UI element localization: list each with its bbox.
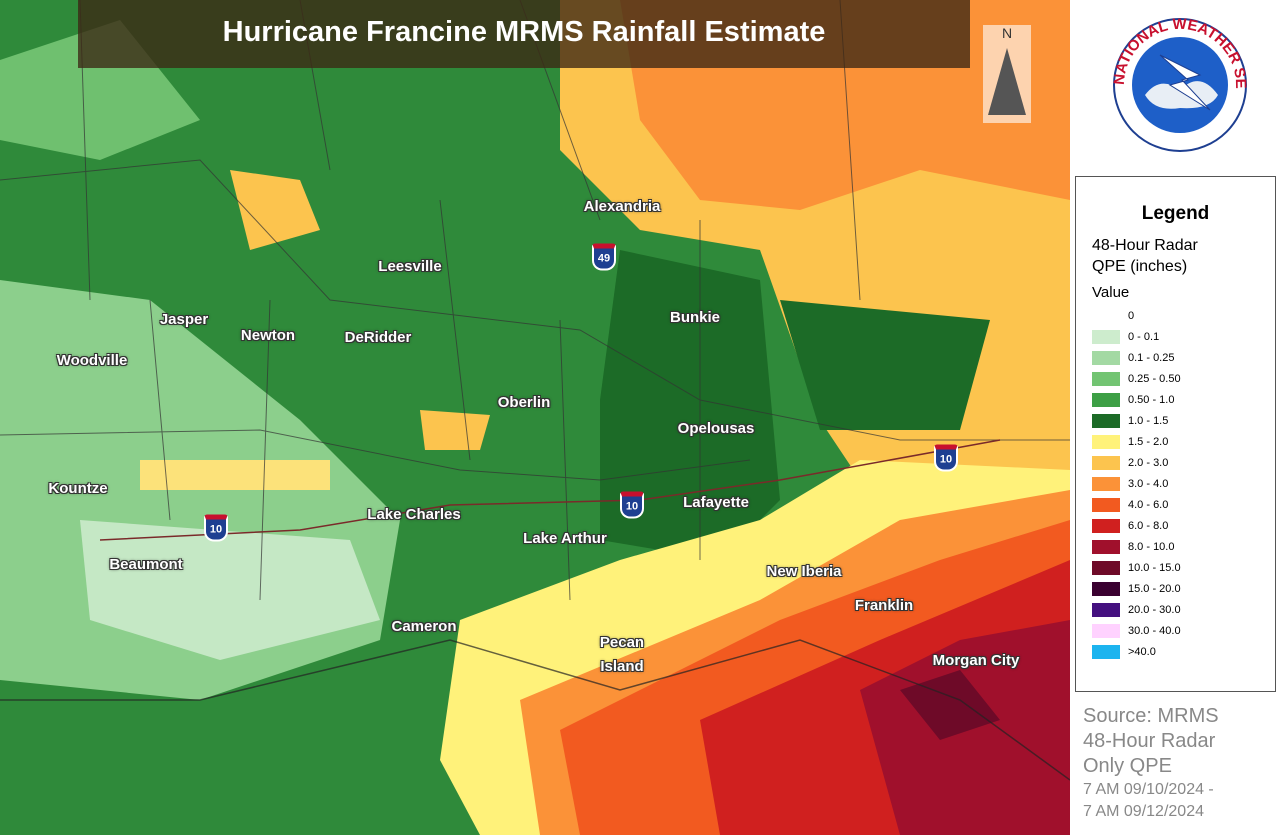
legend-item: 20.0 - 30.0 (1092, 599, 1275, 620)
legend-label: 0.50 - 1.0 (1128, 393, 1175, 406)
legend-swatch (1092, 623, 1120, 638)
legend-label: 3.0 - 4.0 (1128, 477, 1169, 490)
legend-swatch (1092, 329, 1120, 344)
nws-logo: NATIONAL WEATHER SERVICE (1100, 0, 1249, 152)
legend-item: 0 (1092, 305, 1275, 326)
legend-label: >40.0 (1128, 645, 1156, 658)
interstate-shield: 10 (620, 491, 644, 519)
map: N (0, 0, 1070, 835)
legend-field: Value (1092, 284, 1130, 301)
legend-swatch (1092, 308, 1120, 323)
legend-item: 0.25 - 0.50 (1092, 368, 1275, 389)
legend-item: 0.1 - 0.25 (1092, 347, 1275, 368)
legend-label: 2.0 - 3.0 (1128, 456, 1169, 469)
legend-label: 0 - 0.1 (1128, 330, 1160, 343)
city-label: DeRidder (344, 329, 412, 346)
legend-label: 1.5 - 2.0 (1128, 435, 1169, 448)
legend-swatch (1092, 560, 1120, 575)
legend-label: 20.0 - 30.0 (1128, 603, 1181, 616)
legend-swatch (1092, 434, 1120, 449)
city-label: New Iberia (766, 563, 842, 580)
legend-item: 3.0 - 4.0 (1092, 473, 1275, 494)
legend-swatch (1092, 539, 1120, 554)
source-line: Only QPE (1083, 755, 1172, 777)
legend-swatch (1092, 476, 1120, 491)
legend-item: 1.5 - 2.0 (1092, 431, 1275, 452)
source-line: 7 AM 09/12/2024 (1083, 803, 1204, 820)
city-label: Oberlin (497, 394, 551, 411)
legend-label: 4.0 - 6.0 (1128, 498, 1169, 511)
city-label: Opelousas (677, 420, 755, 437)
compass-label: N (1002, 25, 1012, 41)
legend-swatch (1092, 371, 1120, 386)
city-label: Bunkie (669, 309, 721, 326)
legend-item: 6.0 - 8.0 (1092, 515, 1275, 536)
city-label: Newton (240, 327, 296, 344)
legend-item: 10.0 - 15.0 (1092, 557, 1275, 578)
interstate-shield: 10 (934, 444, 958, 472)
city-label: Cameron (391, 618, 457, 635)
legend-label: 30.0 - 40.0 (1128, 624, 1181, 637)
city-label: Morgan City (932, 652, 1020, 669)
source-line: Source: MRMS (1083, 705, 1219, 727)
legend-swatch (1092, 581, 1120, 596)
legend-item: 0.50 - 1.0 (1092, 389, 1275, 410)
legend-item: 8.0 - 10.0 (1092, 536, 1275, 557)
city-label: Jasper (159, 311, 209, 328)
city-label: Woodville (56, 352, 128, 369)
city-label: Leesville (378, 258, 442, 275)
legend-swatch (1092, 602, 1120, 617)
source-line: 48-Hour Radar (1083, 730, 1216, 752)
source-line: 7 AM 09/10/2024 - (1083, 781, 1214, 798)
legend-item: >40.0 (1092, 641, 1275, 662)
legend-item: 15.0 - 20.0 (1092, 578, 1275, 599)
legend-swatch (1092, 413, 1120, 428)
legend-label: 0 (1128, 309, 1135, 322)
compass: N (983, 25, 1031, 123)
city-label: Pecan Island (599, 634, 645, 675)
city-label: Alexandria (583, 198, 661, 215)
legend-item: 2.0 - 3.0 (1092, 452, 1275, 473)
title: Hurricane Francine MRMS Rainfall Estimat… (78, 0, 970, 68)
legend-swatch (1092, 497, 1120, 512)
legend-swatch (1092, 350, 1120, 365)
legend-title: Legend (1141, 203, 1210, 224)
legend-item: 1.0 - 1.5 (1092, 410, 1275, 431)
legend-swatch (1092, 455, 1120, 470)
legend-label: 0.1 - 0.25 (1128, 351, 1175, 364)
legend-item: 0 - 0.1 (1092, 326, 1275, 347)
legend-label: 10.0 - 15.0 (1128, 561, 1181, 574)
legend-label: 1.0 - 1.5 (1128, 414, 1169, 427)
city-label: Kountze (48, 480, 108, 497)
legend-label: 15.0 - 20.0 (1128, 582, 1181, 595)
interstate-shield: 49 (592, 243, 616, 271)
legend-swatch (1092, 518, 1120, 533)
legend: Legend 48-Hour Radar QPE (inches) Value … (1075, 176, 1276, 692)
legend-item: 4.0 - 6.0 (1092, 494, 1275, 515)
legend-label: 6.0 - 8.0 (1128, 519, 1169, 532)
source: Source: MRMS 48-Hour Radar Only QPE 7 AM 09… (1083, 704, 1219, 823)
interstate-shield: 10 (204, 514, 228, 542)
legend-label: 8.0 - 10.0 (1128, 540, 1175, 553)
legend-swatch (1092, 644, 1120, 659)
legend-subtitle: 48-Hour Radar QPE (inches) (1092, 237, 1198, 275)
legend-swatch (1092, 392, 1120, 407)
city-label: Beaumont (109, 556, 183, 573)
city-label: Franklin (854, 597, 914, 614)
city-label: Lake Charles (367, 506, 461, 523)
legend-item: 30.0 - 40.0 (1092, 620, 1275, 641)
legend-label: 0.25 - 0.50 (1128, 372, 1181, 385)
city-label: Lafayette (683, 494, 749, 511)
city-label: Lake Arthur (523, 530, 607, 547)
